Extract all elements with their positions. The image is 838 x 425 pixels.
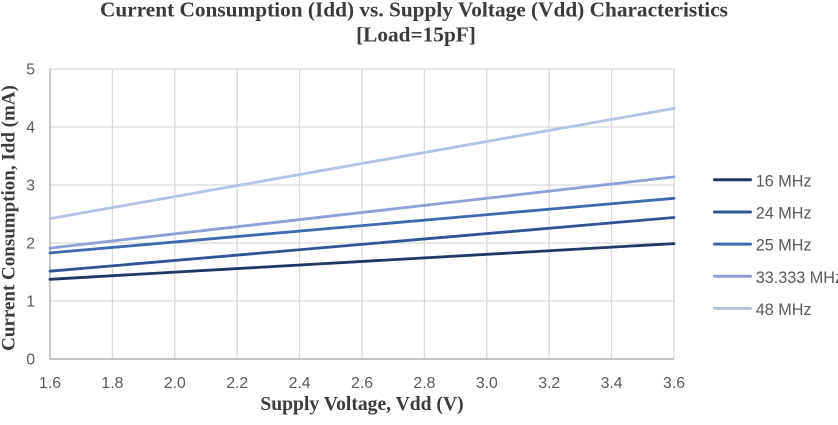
svg-text:2.8: 2.8 — [413, 375, 435, 392]
svg-text:2.2: 2.2 — [226, 375, 248, 392]
svg-text:24 MHz: 24 MHz — [756, 205, 812, 223]
svg-text:3.0: 3.0 — [476, 375, 498, 392]
svg-text:4: 4 — [26, 120, 35, 137]
svg-text:1.8: 1.8 — [101, 375, 123, 392]
svg-text:1: 1 — [26, 294, 35, 311]
svg-text:2.6: 2.6 — [351, 375, 373, 392]
svg-text:3: 3 — [26, 178, 35, 195]
svg-text:[Load=15pF]: [Load=15pF] — [356, 22, 476, 46]
svg-text:25 MHz: 25 MHz — [756, 237, 812, 255]
svg-text:1.6: 1.6 — [39, 375, 61, 392]
svg-text:2.0: 2.0 — [164, 375, 186, 392]
svg-text:3.6: 3.6 — [663, 375, 685, 392]
svg-text:0: 0 — [26, 352, 35, 369]
svg-text:Current Consumption (Idd) vs.: Current Consumption (Idd) vs. Supply Vol… — [100, 0, 728, 22]
svg-text:33.333 MHz: 33.333 MHz — [756, 269, 838, 287]
svg-text:16 MHz: 16 MHz — [756, 172, 812, 190]
svg-text:5: 5 — [26, 62, 35, 79]
svg-text:3.4: 3.4 — [601, 375, 623, 392]
svg-text:2: 2 — [26, 236, 35, 253]
svg-text:Current Consumption, Idd (mA): Current Consumption, Idd (mA) — [0, 85, 20, 351]
svg-text:Supply Voltage, Vdd (V): Supply Voltage, Vdd (V) — [260, 394, 463, 415]
svg-text:2.4: 2.4 — [289, 375, 311, 392]
svg-text:48 MHz: 48 MHz — [756, 301, 812, 319]
svg-text:3.2: 3.2 — [538, 375, 560, 392]
